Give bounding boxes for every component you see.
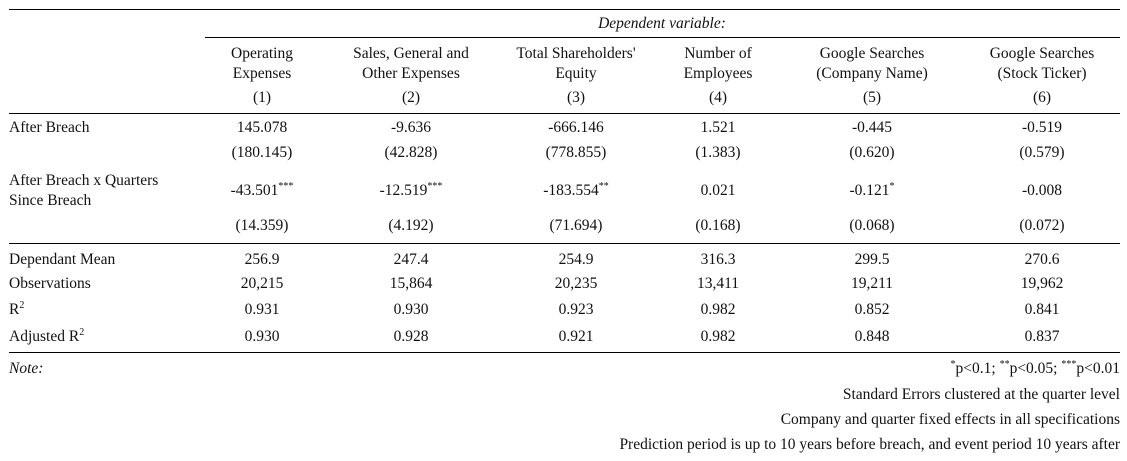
col-4-header-line1: Number of <box>684 45 752 62</box>
stat-cell: 299.5 <box>854 251 890 268</box>
dependent-variable-rule <box>205 37 1120 38</box>
col-5-number: (5) <box>862 89 882 106</box>
note-line-prediction-period: Prediction period is up to 10 years befo… <box>619 436 1120 453</box>
significance-stars: *** <box>427 181 443 192</box>
note-line-fixed-effects: Company and quarter fixed effects in all… <box>780 411 1120 428</box>
stat-label-observations: Observations <box>9 275 91 292</box>
stat-cell: 15,864 <box>389 275 433 292</box>
col-1-header-line2: Expenses <box>232 65 292 82</box>
se-cell: (1.383) <box>695 144 741 161</box>
se-cell: (0.168) <box>695 217 741 234</box>
coef-cell: -666.146 <box>548 119 604 136</box>
stat-cell: 20,215 <box>240 275 284 292</box>
col-6-header-line2: (Stock Ticker) <box>997 65 1087 82</box>
se-cell: (71.694) <box>549 217 603 234</box>
stat-cell: 0.930 <box>393 301 429 318</box>
stat-cell: 316.3 <box>700 251 736 268</box>
stat-cell: 270.6 <box>1024 251 1060 268</box>
dependent-variable-caption: Dependent variable: <box>598 15 726 32</box>
coef-cell: -43.501*** <box>230 181 294 199</box>
stat-cell: 0.923 <box>558 301 594 318</box>
coef-cell: -9.636 <box>390 119 432 136</box>
note-label: Note: <box>9 360 44 377</box>
col-5-header-line2: (Company Name) <box>816 65 928 82</box>
body-rule <box>9 243 1120 244</box>
stat-cell: 254.9 <box>558 251 594 268</box>
top-rule <box>9 9 1120 10</box>
stat-cell: 0.837 <box>1024 328 1060 345</box>
coef-cell: -0.445 <box>851 119 893 136</box>
se-cell: (0.620) <box>849 144 895 161</box>
stat-cell: 19,211 <box>850 275 894 292</box>
coef-cell: -0.008 <box>1021 182 1063 199</box>
bottom-rule <box>9 352 1120 353</box>
stat-label-r2: R2 <box>9 300 25 318</box>
col-3-header-line2: Equity <box>555 65 597 82</box>
coef-cell: -0.519 <box>1021 119 1063 136</box>
stat-cell: 20,235 <box>554 275 598 292</box>
stat-cell: 0.841 <box>1024 301 1060 318</box>
se-cell: (180.145) <box>231 144 293 161</box>
se-cell: (0.579) <box>1019 144 1065 161</box>
stat-cell: 0.982 <box>700 328 736 345</box>
coef-cell: 145.078 <box>236 119 288 136</box>
se-cell: (42.828) <box>384 144 438 161</box>
stat-cell: 19,962 <box>1020 275 1064 292</box>
stat-cell: 0.930 <box>244 328 280 345</box>
col-2-number: (2) <box>401 89 421 106</box>
se-cell: (0.072) <box>1019 217 1065 234</box>
col-2-header-line2: Other Expenses <box>362 65 460 82</box>
coef-cell: 0.021 <box>700 182 736 199</box>
significance-stars: ** <box>598 181 609 192</box>
se-cell: (778.855) <box>545 144 607 161</box>
se-cell: (4.192) <box>388 217 434 234</box>
col-3-header-line1: Total Shareholders' <box>516 45 636 62</box>
col-1-number: (1) <box>252 89 272 106</box>
col-3-number: (3) <box>566 89 586 106</box>
stat-label-adjusted-r2: Adjusted R2 <box>9 327 85 345</box>
coef-cell: -12.519*** <box>379 181 443 199</box>
stat-label-dependant-mean: Dependant Mean <box>9 251 116 268</box>
stat-cell: 0.852 <box>854 301 890 318</box>
note-line-clustering: Standard Errors clustered at the quarter… <box>842 386 1120 403</box>
col-5-header-line1: Google Searches <box>819 45 925 62</box>
col-4-number: (4) <box>708 89 728 106</box>
stat-cell: 0.921 <box>558 328 594 345</box>
stat-cell: 247.4 <box>393 251 429 268</box>
coef-cell: -183.554** <box>543 181 609 199</box>
stat-cell: 0.982 <box>700 301 736 318</box>
row-label-interaction-line1: After Breach x Quarters <box>9 172 159 189</box>
stat-cell: 0.848 <box>854 328 890 345</box>
row-label-after-breach: After Breach <box>9 119 90 136</box>
col-6-number: (6) <box>1032 89 1052 106</box>
coef-cell: 1.521 <box>700 119 736 136</box>
stat-cell: 0.931 <box>244 301 280 318</box>
se-cell: (0.068) <box>849 217 895 234</box>
col-1-header-line1: Operating <box>231 45 293 62</box>
stat-cell: 0.928 <box>393 328 429 345</box>
col-4-header-line2: Employees <box>683 65 753 82</box>
row-label-interaction-line2: Since Breach <box>9 192 92 209</box>
col-6-header-line1: Google Searches <box>989 45 1095 62</box>
significance-stars: * <box>889 181 895 192</box>
col-2-header-line1: Sales, General and <box>353 45 469 62</box>
stat-cell: 256.9 <box>244 251 280 268</box>
significance-stars: *** <box>278 181 294 192</box>
coef-cell: -0.121* <box>849 181 895 199</box>
se-cell: (14.359) <box>235 217 289 234</box>
significance-note: *p<0.1; **p<0.05; ***p<0.01 <box>950 359 1121 377</box>
stat-cell: 13,411 <box>696 275 740 292</box>
header-rule <box>9 113 1120 114</box>
